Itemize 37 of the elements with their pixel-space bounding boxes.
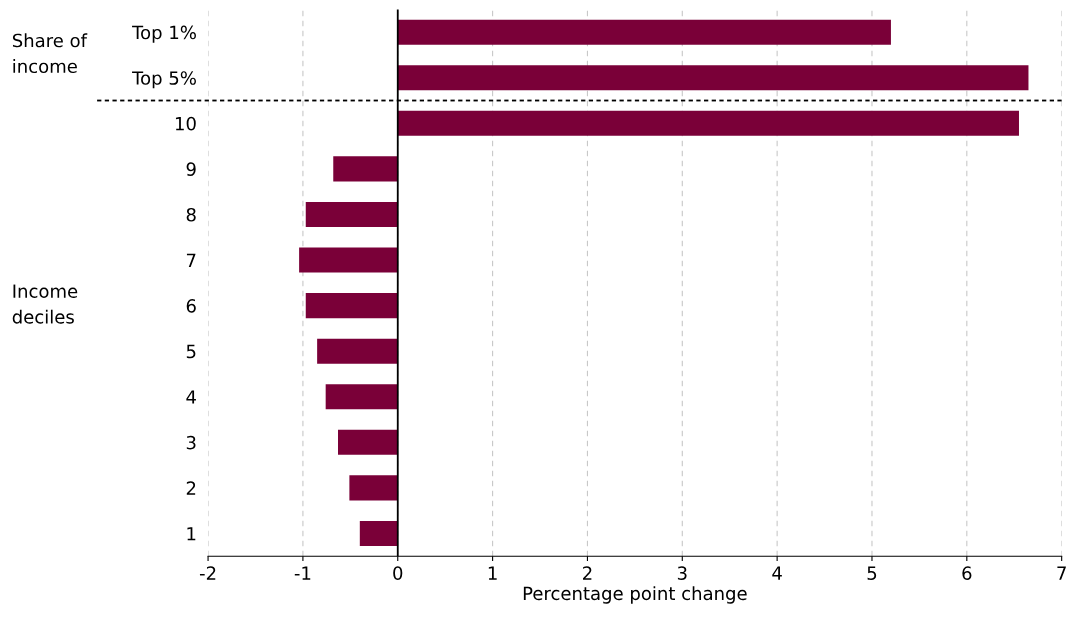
y-tick-label: 3 xyxy=(186,435,196,450)
bar xyxy=(397,110,1019,136)
bar xyxy=(317,338,398,364)
x-tick-label: 3 xyxy=(677,566,687,580)
bar xyxy=(305,293,398,319)
x-tick-label: -2 xyxy=(199,566,216,580)
x-tick-label: 7 xyxy=(1057,566,1066,580)
bar xyxy=(349,475,398,501)
y-tick-label: 9 xyxy=(186,162,196,176)
text: Income deciles xyxy=(12,284,78,324)
bar xyxy=(305,201,398,227)
y-tick-label: 2 xyxy=(186,481,196,495)
x-tick-label: 1 xyxy=(488,566,497,580)
x-tick-label: 2 xyxy=(583,566,592,580)
bar xyxy=(299,247,398,273)
y-tick-label: Top 5% xyxy=(132,71,196,89)
y-tick-label: 5 xyxy=(186,344,196,359)
x-axis-title: Percentage point change xyxy=(523,586,747,604)
bar xyxy=(359,520,398,546)
x-tick-label: -1 xyxy=(294,566,311,580)
text: Share of income xyxy=(12,33,88,74)
y-tick-label: 8 xyxy=(186,207,196,222)
bar xyxy=(397,65,1029,91)
y-tick-label: 1 xyxy=(187,527,196,541)
x-tick-label: 5 xyxy=(867,566,877,580)
y-tick-label: 7 xyxy=(186,253,196,267)
y-tick-label: 6 xyxy=(186,299,196,313)
y-tick-label: Top 1% xyxy=(132,25,196,43)
bar xyxy=(333,156,398,182)
x-tick-label: 6 xyxy=(962,566,972,580)
bar xyxy=(338,429,398,455)
bar xyxy=(397,19,891,45)
x-tick-label: 0 xyxy=(393,566,403,580)
y-tick-label: 4 xyxy=(186,390,196,404)
x-tick-label: 4 xyxy=(772,566,782,580)
bar xyxy=(325,384,398,410)
y-tick-label: 10 xyxy=(175,116,196,131)
